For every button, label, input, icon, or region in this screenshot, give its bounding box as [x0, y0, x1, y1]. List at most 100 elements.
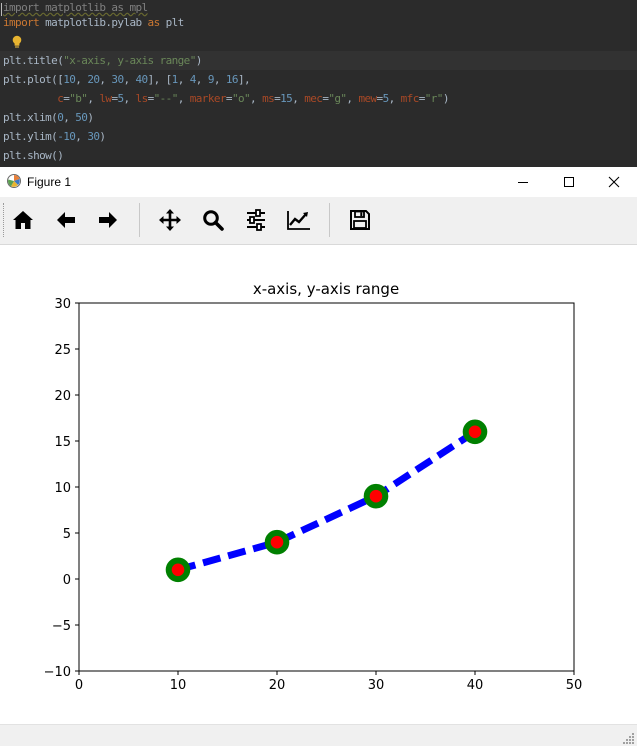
lightbulb-icon[interactable] — [11, 35, 23, 49]
toolbar-separator — [329, 203, 330, 237]
edit-axis-button[interactable] — [284, 205, 314, 235]
arrow-left-icon — [57, 212, 75, 228]
code-token: 5 — [382, 92, 390, 105]
code-token: plt — [159, 16, 185, 29]
code-token: "o" — [231, 92, 251, 105]
code-token: , — [87, 92, 100, 105]
configure-subplots-button[interactable] — [241, 205, 271, 235]
code-token: "--" — [153, 92, 179, 105]
matplotlib-logo-icon — [7, 174, 21, 188]
pan-button[interactable] — [155, 205, 185, 235]
code-token: plt.xlim( — [3, 111, 58, 124]
code-token: ) — [195, 54, 203, 67]
maximize-button[interactable] — [546, 167, 592, 197]
data-point-marker — [363, 483, 389, 509]
home-button[interactable] — [8, 205, 38, 235]
y-tick-label: 5 — [63, 527, 71, 542]
minimize-icon — [518, 182, 528, 183]
code-token: 30 — [111, 73, 124, 86]
figure-canvas[interactable]: x-axis, y-axis range 0 10 20 30 40 50 −10 −5 0 5… — [0, 245, 637, 724]
code-token: 1 — [171, 73, 179, 86]
code-line[interactable]: c="b", lw=5, ls="--", marker="o", ms=15,… — [3, 89, 449, 108]
back-button[interactable] — [51, 205, 81, 235]
series-line — [177, 428, 477, 574]
close-icon — [608, 176, 620, 188]
figure-window-titlebar: Figure 1 — [0, 167, 637, 197]
toolbar-separator — [139, 203, 140, 237]
x-tick-label: 10 — [170, 678, 187, 693]
code-token: = — [322, 92, 329, 105]
code-token: 0 — [57, 111, 64, 124]
code-token: ) — [442, 92, 450, 105]
save-button[interactable] — [345, 205, 375, 235]
code-token: ) — [87, 111, 94, 124]
code-token: = — [274, 92, 281, 105]
code-token: ], [ — [147, 73, 173, 86]
status-bar — [0, 724, 637, 746]
code-line[interactable]: plt.title("x-axis, y-axis range") — [0, 51, 637, 70]
x-tick-label: 50 — [566, 678, 583, 693]
code-editor[interactable]: import matplotlib as mpl import matplotli… — [0, 0, 637, 167]
arrow-right-icon — [99, 212, 117, 228]
plot-area — [78, 302, 575, 672]
code-line[interactable]: plt.xlim(0, 50) — [3, 108, 94, 127]
text-caret — [1, 3, 2, 16]
code-token: 40 — [135, 73, 149, 86]
code-token: , — [63, 111, 76, 124]
code-token: "g" — [328, 92, 347, 105]
x-tick-label: 40 — [467, 678, 484, 693]
code-token: import matplotlib as mpl — [3, 1, 148, 14]
code-token: lw — [99, 92, 112, 105]
code-token: ) — [99, 130, 106, 143]
home-icon — [13, 211, 33, 229]
data-point-marker — [462, 419, 488, 445]
x-axis: 0 10 20 30 40 50 — [75, 671, 582, 693]
code-token: 30 — [87, 130, 100, 143]
code-token: , — [292, 92, 305, 105]
floppy-disk-icon — [350, 210, 370, 230]
code-token: , — [195, 73, 208, 86]
code-token: 4 — [189, 73, 197, 86]
code-token: plt.show() — [3, 149, 64, 162]
forward-button[interactable] — [93, 205, 123, 235]
close-button[interactable] — [591, 167, 637, 197]
y-tick-label: 20 — [54, 389, 71, 404]
code-token: = — [111, 92, 118, 105]
code-token: mfc — [400, 92, 420, 105]
line-chart-icon — [287, 211, 310, 230]
code-line[interactable]: plt.plot([10, 20, 30, 40], [1, 4, 9, 16]… — [3, 70, 251, 89]
code-line[interactable]: plt.ylim(-10, 30) — [3, 127, 106, 146]
code-token: 10 — [63, 73, 76, 86]
minimize-button[interactable] — [500, 167, 546, 197]
y-tick-label: −5 — [52, 619, 71, 634]
code-token: "b" — [69, 92, 88, 105]
code-token: "r" — [424, 92, 444, 105]
line-chart: x-axis, y-axis range 0 10 20 30 40 50 −10 −5 0 5… — [44, 280, 583, 693]
code-token: matplotlib.pylab — [39, 16, 148, 29]
y-tick-label: 25 — [54, 343, 71, 358]
code-token: 9 — [207, 73, 215, 86]
code-token: = — [63, 92, 70, 105]
code-line[interactable]: plt.show() — [3, 146, 64, 165]
code-line[interactable]: import matplotlib.pylab as plt — [3, 13, 184, 32]
code-token: 50 — [75, 111, 88, 124]
code-token: "x-axis, y-axis range" — [63, 54, 196, 67]
code-token: 15 — [280, 92, 293, 105]
data-point-marker — [165, 557, 191, 583]
toolbar-grip[interactable] — [3, 203, 6, 237]
code-token: marker — [189, 92, 227, 105]
code-token: , — [388, 92, 401, 105]
code-token: , — [75, 130, 88, 143]
chart-title: x-axis, y-axis range — [253, 280, 399, 298]
code-token: ms — [262, 92, 275, 105]
window-title: Figure 1 — [27, 175, 72, 189]
code-token: , — [177, 73, 190, 86]
maximize-icon — [564, 177, 574, 187]
code-token: , — [250, 92, 263, 105]
code-line[interactable]: import matplotlib as mpl — [3, 0, 148, 17]
resize-grip-icon[interactable] — [623, 732, 635, 744]
code-token: plt.plot([ — [3, 73, 64, 86]
y-tick-label: 15 — [54, 435, 71, 450]
zoom-button[interactable] — [198, 205, 228, 235]
y-axis: −10 −5 0 5 10 15 20 25 30 — [44, 297, 79, 680]
